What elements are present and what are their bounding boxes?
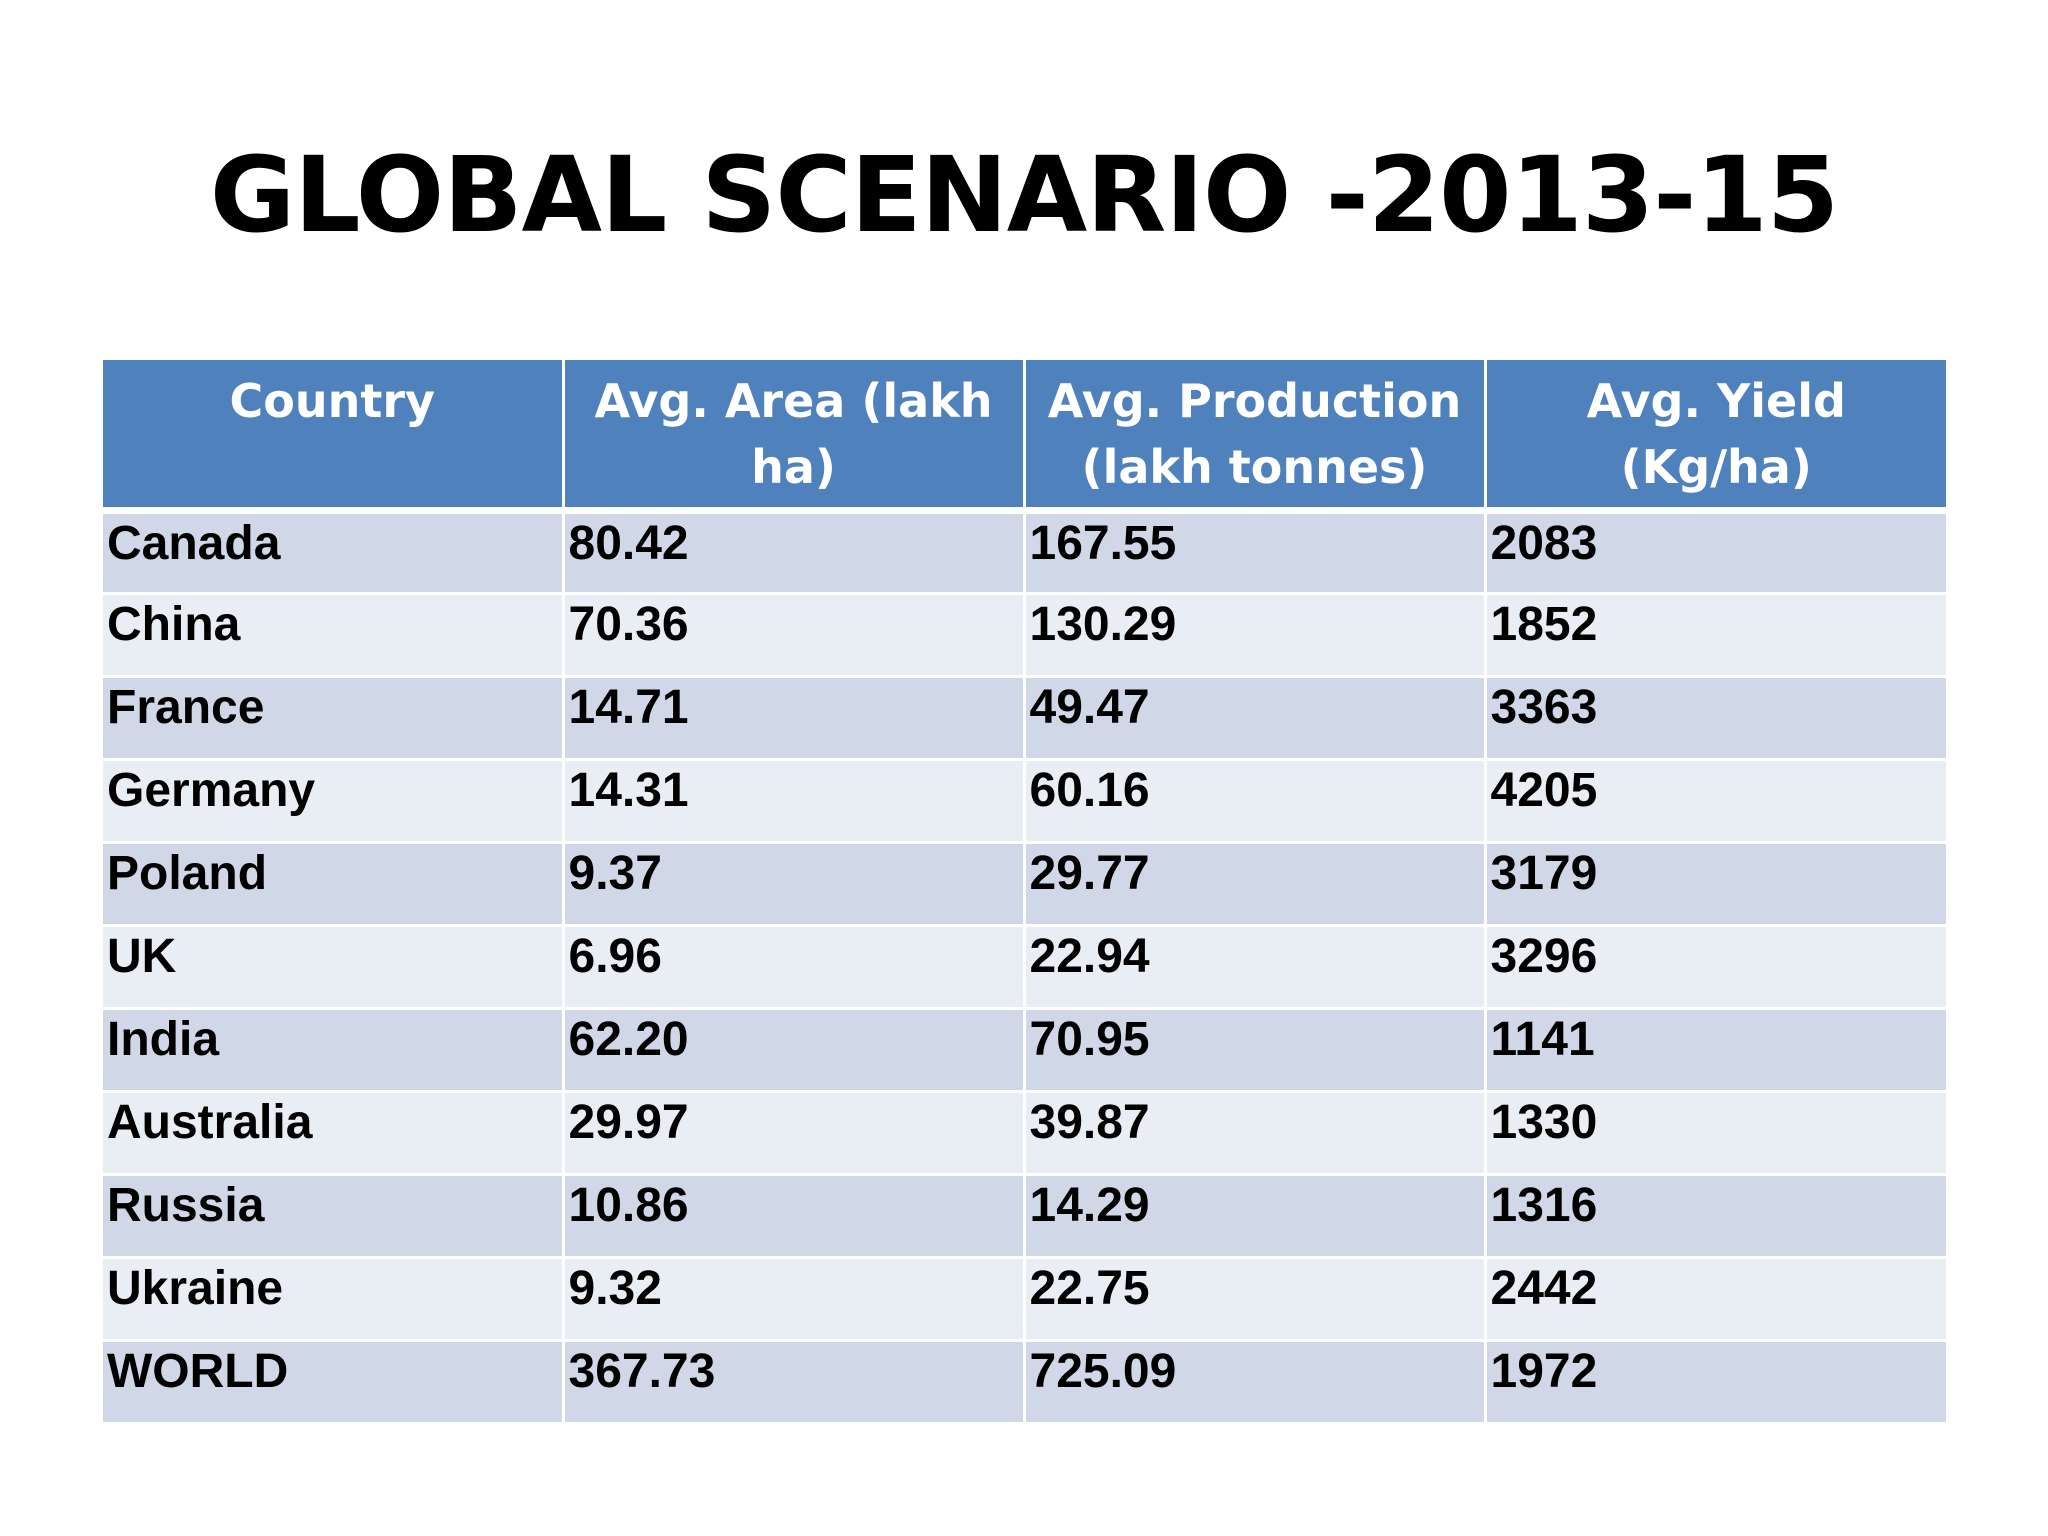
yield-cell: 2083 bbox=[1483, 508, 1946, 595]
production-cell: 22.75 bbox=[1022, 1255, 1487, 1342]
production-cell: 22.94 bbox=[1022, 923, 1487, 1010]
country-cell: China bbox=[103, 591, 565, 678]
production-cell: 70.95 bbox=[1022, 1006, 1487, 1093]
data-table: Country Avg. Area (lakh ha) Avg. Product… bbox=[103, 360, 1946, 1425]
country-cell: Canada bbox=[103, 508, 565, 595]
table-row: China 70.36 130.29 1852 bbox=[103, 591, 1946, 678]
table-row: Germany 14.31 60.16 4205 bbox=[103, 757, 1946, 844]
table-row: Poland 9.37 29.77 3179 bbox=[103, 840, 1946, 927]
yield-cell: 1330 bbox=[1483, 1089, 1946, 1176]
column-header-yield: Avg. Yield (Kg/ha) bbox=[1483, 360, 1946, 514]
production-cell: 60.16 bbox=[1022, 757, 1487, 844]
area-cell: 9.37 bbox=[561, 840, 1026, 927]
area-cell: 14.31 bbox=[561, 757, 1026, 844]
table-row: India 62.20 70.95 1141 bbox=[103, 1006, 1946, 1093]
table-header-row: Country Avg. Area (lakh ha) Avg. Product… bbox=[103, 360, 1946, 514]
production-cell: 14.29 bbox=[1022, 1172, 1487, 1259]
yield-cell: 1316 bbox=[1483, 1172, 1946, 1259]
area-cell: 10.86 bbox=[561, 1172, 1026, 1259]
slide-title: GLOBAL SCENARIO -2013-15 bbox=[209, 134, 1839, 256]
country-cell: Poland bbox=[103, 840, 565, 927]
table-row: Ukraine 9.32 22.75 2442 bbox=[103, 1255, 1946, 1342]
country-cell: Ukraine bbox=[103, 1255, 565, 1342]
area-cell: 14.71 bbox=[561, 674, 1026, 761]
table-row-world-total: WORLD 367.73 725.09 1972 bbox=[103, 1338, 1946, 1425]
table-row: UK 6.96 22.94 3296 bbox=[103, 923, 1946, 1010]
country-cell: India bbox=[103, 1006, 565, 1093]
area-cell: 9.32 bbox=[561, 1255, 1026, 1342]
yield-cell: 3296 bbox=[1483, 923, 1946, 1010]
area-cell: 70.36 bbox=[561, 591, 1026, 678]
production-cell: 49.47 bbox=[1022, 674, 1487, 761]
production-cell: 167.55 bbox=[1022, 508, 1487, 595]
production-cell: 39.87 bbox=[1022, 1089, 1487, 1176]
country-cell: France bbox=[103, 674, 565, 761]
country-cell: Germany bbox=[103, 757, 565, 844]
area-cell: 367.73 bbox=[561, 1338, 1026, 1425]
area-cell: 62.20 bbox=[561, 1006, 1026, 1093]
area-cell: 6.96 bbox=[561, 923, 1026, 1010]
country-cell: UK bbox=[103, 923, 565, 1010]
area-cell: 29.97 bbox=[561, 1089, 1026, 1176]
column-header-country: Country bbox=[103, 360, 565, 514]
production-cell: 130.29 bbox=[1022, 591, 1487, 678]
area-cell: 80.42 bbox=[561, 508, 1026, 595]
country-cell: Russia bbox=[103, 1172, 565, 1259]
yield-cell: 3363 bbox=[1483, 674, 1946, 761]
yield-cell: 1972 bbox=[1483, 1338, 1946, 1425]
yield-cell: 1141 bbox=[1483, 1006, 1946, 1093]
yield-cell: 2442 bbox=[1483, 1255, 1946, 1342]
country-cell: Australia bbox=[103, 1089, 565, 1176]
yield-cell: 1852 bbox=[1483, 591, 1946, 678]
production-cell: 725.09 bbox=[1022, 1338, 1487, 1425]
country-cell: WORLD bbox=[103, 1338, 565, 1425]
yield-cell: 4205 bbox=[1483, 757, 1946, 844]
production-cell: 29.77 bbox=[1022, 840, 1487, 927]
table-row: Russia 10.86 14.29 1316 bbox=[103, 1172, 1946, 1259]
column-header-area: Avg. Area (lakh ha) bbox=[561, 360, 1026, 514]
table-row: France 14.71 49.47 3363 bbox=[103, 674, 1946, 761]
table-row: Canada 80.42 167.55 2083 bbox=[103, 508, 1946, 595]
table-row: Australia 29.97 39.87 1330 bbox=[103, 1089, 1946, 1176]
yield-cell: 3179 bbox=[1483, 840, 1946, 927]
column-header-production: Avg. Production (lakh tonnes) bbox=[1022, 360, 1487, 514]
